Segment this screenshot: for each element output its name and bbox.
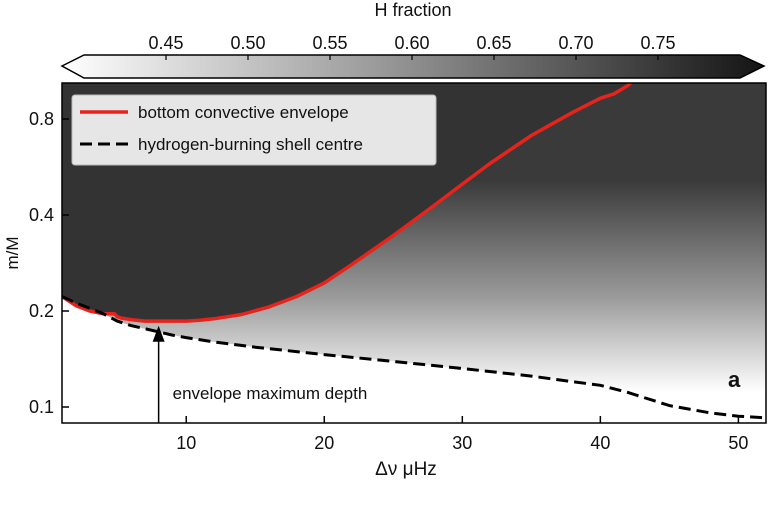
annotation-arrow-head — [152, 325, 165, 342]
series-hydrogen-burning-shell — [62, 295, 766, 420]
legend-box — [71, 94, 437, 166]
colorbar-tick-label: 0.70 — [558, 33, 593, 53]
colorbar-ticks — [165, 55, 659, 60]
y-tick-label: 0.2 — [29, 301, 54, 321]
y-axis-label: m/M — [3, 236, 22, 269]
annotation-text: envelope maximum depth — [173, 384, 368, 403]
colorbar-tick-labels: 0.45 0.50 0.55 0.60 0.65 0.70 0.75 — [148, 33, 675, 53]
colorbar-tick-label: 0.50 — [230, 33, 265, 53]
colorbar-label: H fraction — [374, 0, 451, 20]
y-tick-label: 0.4 — [29, 205, 54, 225]
colorbar-tick-label: 0.45 — [148, 33, 183, 53]
panel-label: a — [728, 367, 741, 392]
y-tick-label: 0.8 — [29, 109, 54, 129]
legend: bottom convective envelope hydrogen-burn… — [71, 94, 437, 166]
x-tick-label: 30 — [452, 433, 472, 453]
x-tick-label: 40 — [590, 433, 610, 453]
y-axis-ticks: 0.1 0.2 0.4 0.8 — [29, 109, 69, 417]
plot-frame — [61, 82, 767, 424]
colorbar-tick-label: 0.65 — [476, 33, 511, 53]
colorbar-tick-label: 0.55 — [312, 33, 347, 53]
x-axis-ticks: 10 20 30 40 50 — [176, 416, 748, 453]
colorbar-tick-label: 0.60 — [394, 33, 429, 53]
x-axis-label: Δν μHz — [375, 459, 437, 480]
colorbar-tick-label: 0.75 — [640, 33, 675, 53]
colorbar-bar — [60, 54, 766, 79]
series-bottom-convective-envelope — [62, 83, 634, 323]
legend-label-envelope: bottom convective envelope — [138, 103, 349, 122]
y-tick-label: 0.1 — [29, 397, 54, 417]
legend-label-shell: hydrogen-burning shell centre — [138, 135, 363, 154]
x-tick-label: 10 — [176, 433, 196, 453]
annotation: envelope maximum depth — [152, 325, 368, 423]
colorbar: H fraction 0.45 0.50 0.55 0.60 0.65 0.70 0.75 — [60, 0, 766, 79]
x-tick-label: 50 — [728, 433, 748, 453]
x-tick-label: 20 — [314, 433, 334, 453]
plot-area: 10 20 30 40 50 0.1 0.2 0.4 0.8 Δν μHz m/M botto… — [3, 82, 767, 480]
hydrogen-gradient-region — [62, 83, 766, 418]
